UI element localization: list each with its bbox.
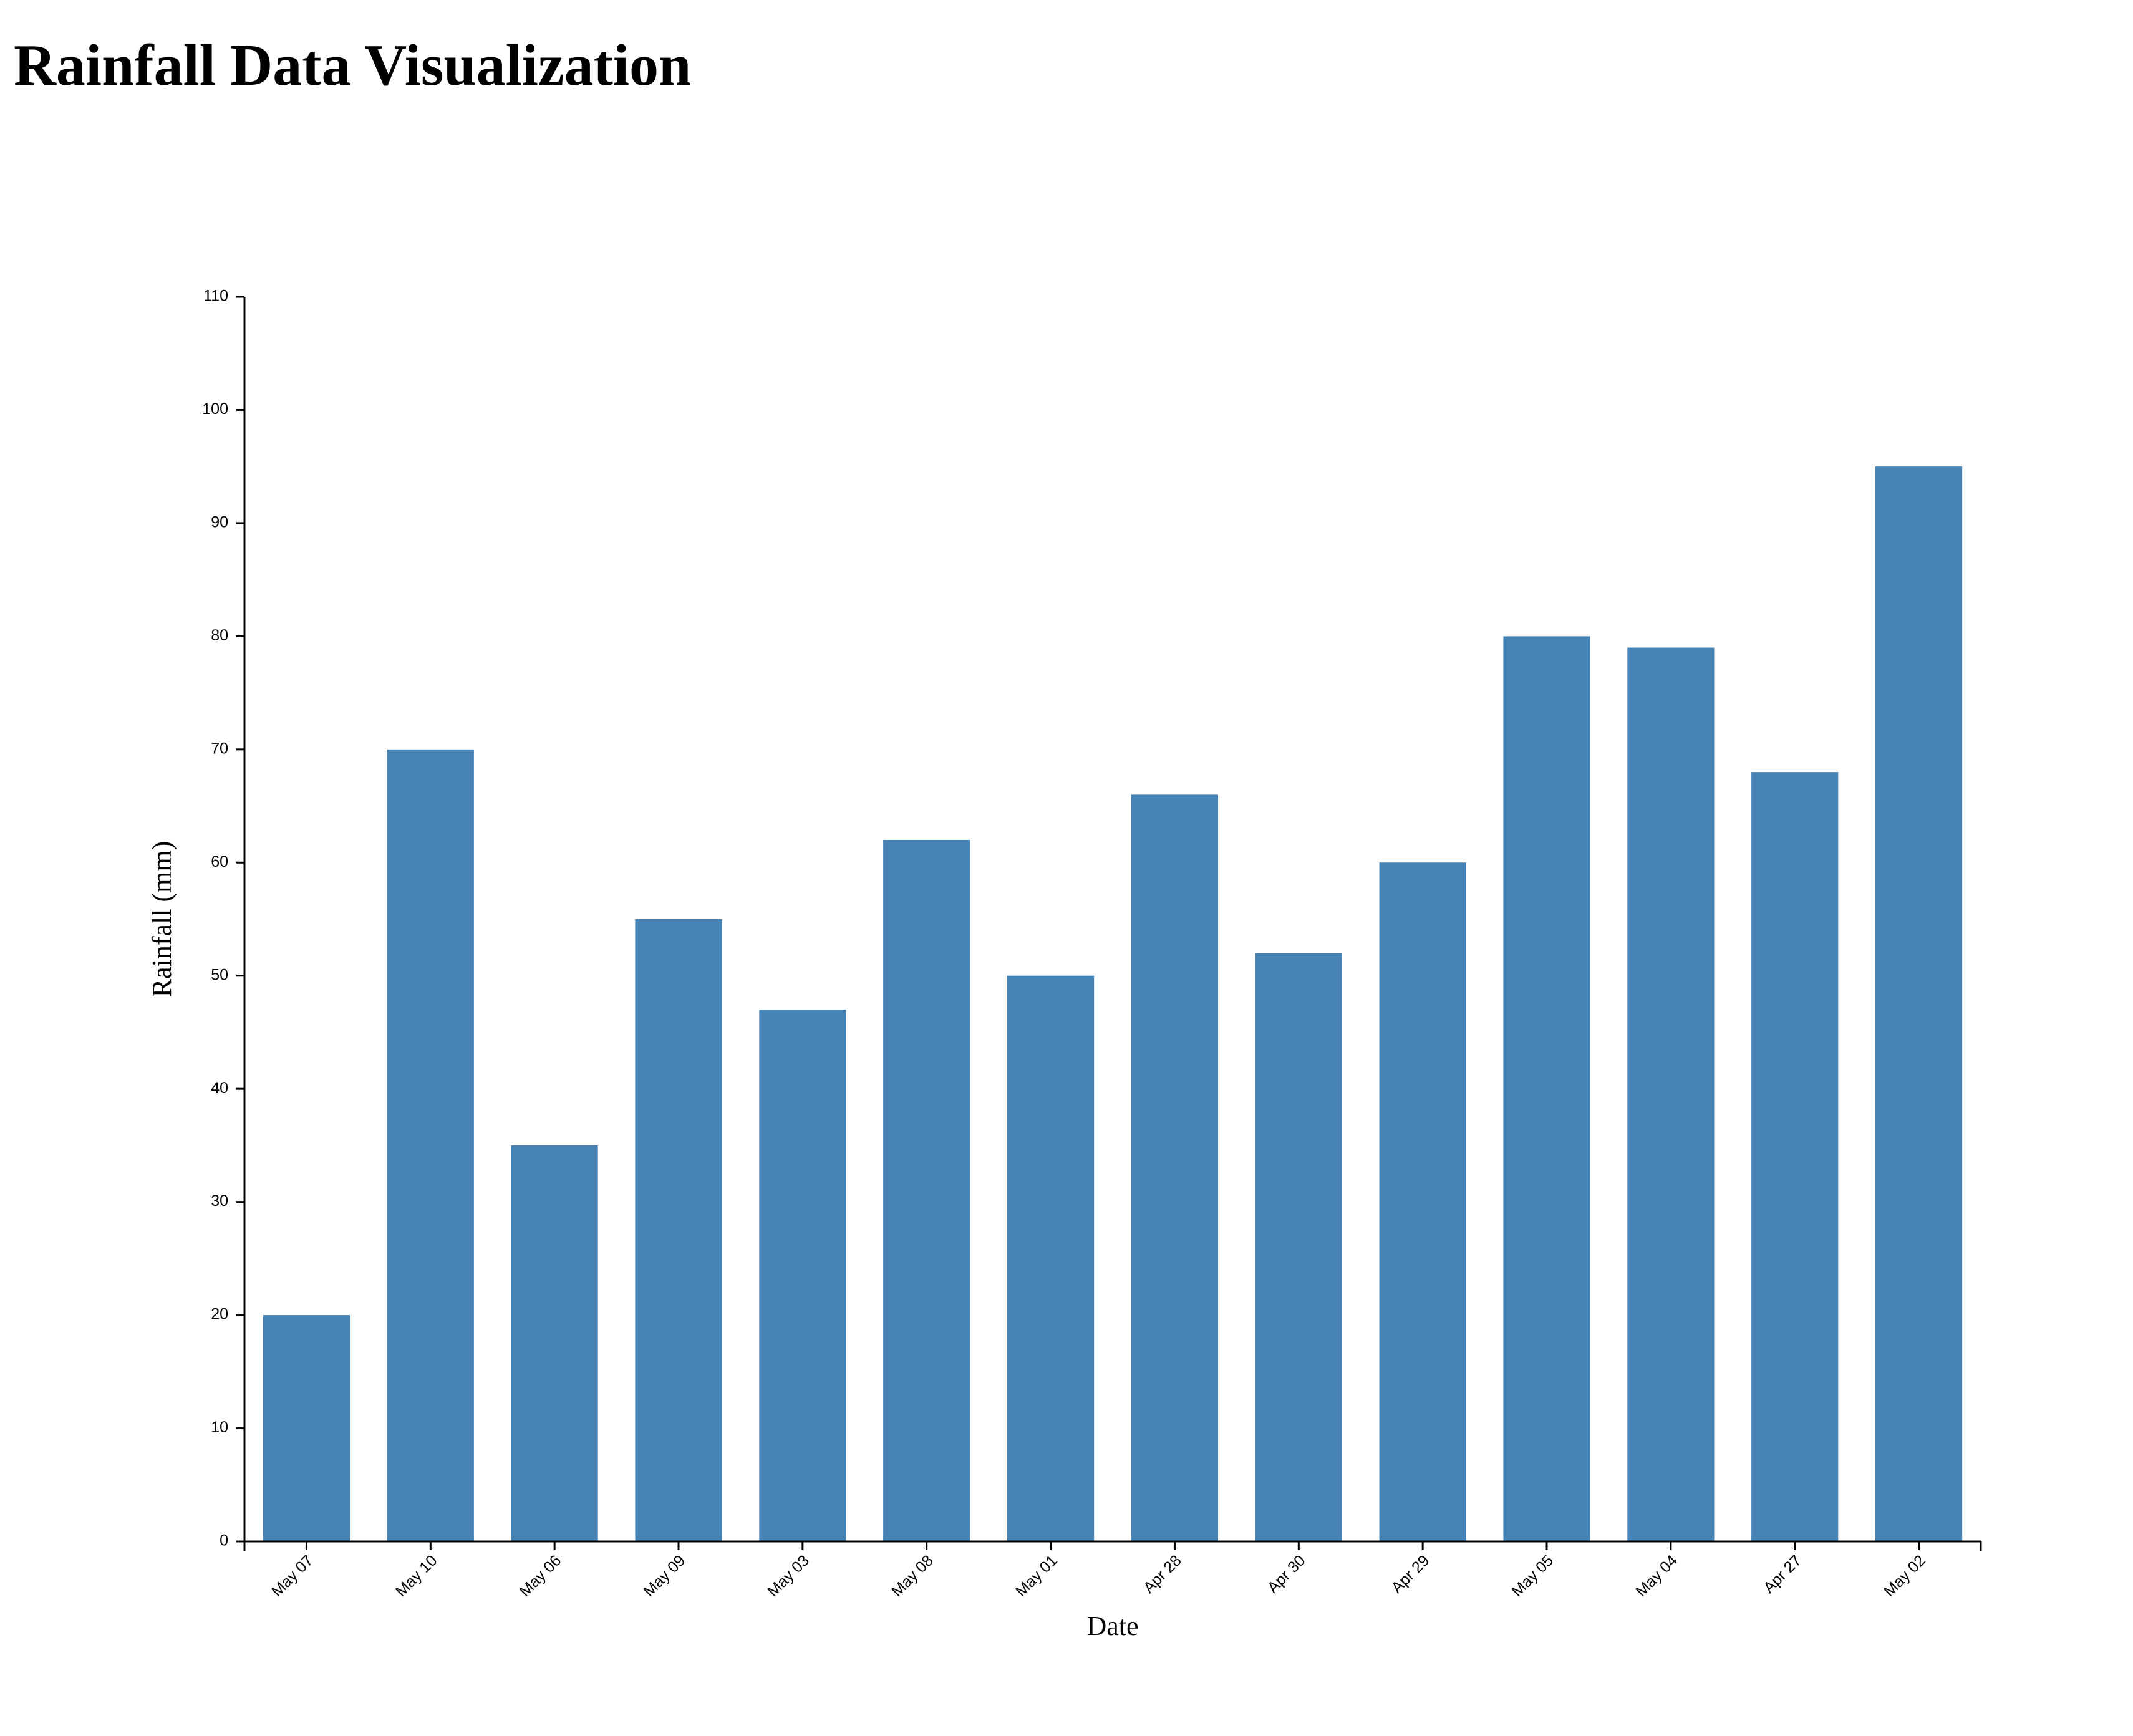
y-tick-label: 50 xyxy=(211,966,228,983)
bar-may-03 xyxy=(759,1010,846,1541)
x-tick-label: May 08 xyxy=(888,1551,937,1600)
x-tick-label: May 06 xyxy=(516,1551,565,1600)
bar-may-09 xyxy=(635,919,722,1541)
bar-may-02 xyxy=(1875,466,1963,1541)
y-tick-label: 0 xyxy=(220,1532,228,1550)
bar-may-10 xyxy=(387,749,474,1541)
y-tick-label: 80 xyxy=(211,627,228,644)
y-tick-label: 100 xyxy=(202,400,228,418)
y-tick-label: 70 xyxy=(211,740,228,757)
bars-layer xyxy=(263,466,1963,1541)
y-tick-label: 30 xyxy=(211,1192,228,1210)
x-tick-label: Apr 29 xyxy=(1388,1551,1433,1596)
bar-may-08 xyxy=(883,839,970,1541)
y-tick-label: 10 xyxy=(211,1419,228,1436)
bar-apr-30 xyxy=(1255,953,1342,1541)
x-tick-label: Apr 30 xyxy=(1264,1551,1309,1596)
x-tick-label: May 04 xyxy=(1632,1551,1681,1600)
bar-apr-28 xyxy=(1131,794,1219,1541)
bar-may-07 xyxy=(263,1315,351,1541)
x-tick-label: Apr 28 xyxy=(1140,1551,1185,1596)
bar-apr-29 xyxy=(1379,862,1466,1541)
page-title: Rainfall Data Visualization xyxy=(14,33,692,98)
x-tick-label: May 03 xyxy=(764,1551,813,1600)
y-tick-label: 60 xyxy=(211,853,228,870)
bar-may-01 xyxy=(1007,975,1095,1541)
x-tick-label: May 05 xyxy=(1508,1551,1557,1600)
y-axis: 0 10 20 30 40 50 60 70 80 90 100 110 xyxy=(202,287,246,1550)
bar-may-05 xyxy=(1503,636,1590,1541)
y-tick-label: 90 xyxy=(211,514,228,531)
x-axis: May 07 May 10 May 06 May 09 May 03 May 08 May … xyxy=(243,1540,1982,1600)
y-axis-title: Rainfall (mm) xyxy=(147,841,177,998)
x-tick-label: May 01 xyxy=(1012,1551,1061,1600)
x-tick-label: May 02 xyxy=(1880,1551,1929,1600)
x-tick-label: May 07 xyxy=(268,1551,317,1600)
y-tick-label: 20 xyxy=(211,1306,228,1323)
bar-may-04 xyxy=(1627,647,1715,1541)
bar-apr-27 xyxy=(1751,772,1839,1541)
x-tick-label: Apr 27 xyxy=(1760,1551,1805,1596)
x-axis-title: Date xyxy=(1086,1611,1138,1641)
x-tick-label: May 09 xyxy=(640,1551,689,1600)
y-tick-label: 40 xyxy=(211,1079,228,1097)
bar-may-06 xyxy=(511,1145,598,1541)
x-tick-label: May 10 xyxy=(392,1551,441,1600)
y-tick-label: 110 xyxy=(203,287,228,305)
